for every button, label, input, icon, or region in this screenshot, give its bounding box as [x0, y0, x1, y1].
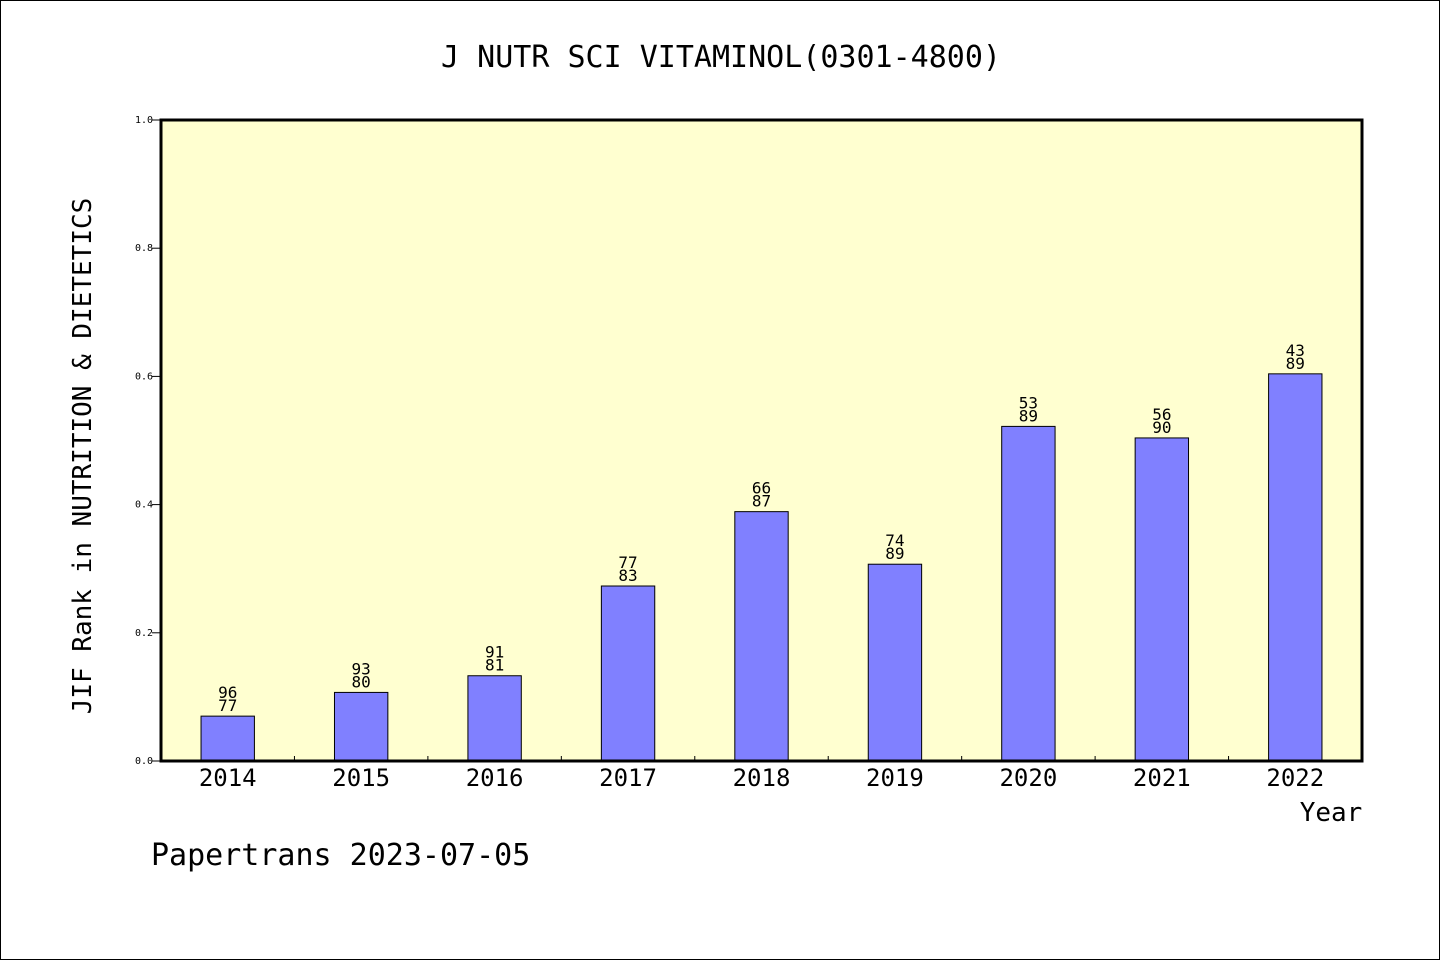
bar-2019 [867, 563, 923, 762]
x-tick-label: 2022 [1266, 764, 1324, 792]
bar-rank-label: 74 [885, 531, 904, 550]
bar-rank-label: 77 [618, 553, 637, 572]
bar-rank-label: 91 [485, 643, 504, 662]
bar-rank-label: 56 [1152, 405, 1171, 424]
bar-2020 [1001, 425, 1056, 762]
bar-2018 [734, 511, 789, 762]
plot-border [159, 118, 1364, 763]
y-axis-label: JIF Rank in NUTRITION & DIETETICS [68, 198, 98, 715]
bar-total-label: 89 [1286, 354, 1305, 373]
y-tick-label: 0.8 [135, 243, 153, 254]
bar-rank-label: 53 [1019, 393, 1038, 412]
bar-total-label: 80 [352, 672, 371, 691]
x-axis-label: Year [1300, 798, 1363, 828]
y-tick-label: 0.0 [135, 756, 153, 767]
y-tick-label: 0.2 [135, 628, 153, 639]
chart-title: J NUTR SCI VITAMINOL(0301-4800) [441, 40, 1001, 75]
x-tick-label: 2019 [866, 764, 924, 792]
x-tick-label: 2016 [466, 764, 524, 792]
bar-2017 [600, 585, 656, 762]
bar-rank-label: 43 [1286, 341, 1305, 360]
bar-total-label: 87 [752, 492, 771, 511]
footer-credit: Papertrans 2023-07-05 [151, 838, 530, 873]
bar-2014 [200, 715, 255, 762]
bar-2021 [1134, 437, 1190, 762]
bar-2016 [467, 675, 522, 762]
bar-rank-label: 96 [218, 683, 237, 702]
y-tick-label: 0.4 [135, 500, 153, 511]
bar-total-label: 89 [885, 544, 904, 563]
bar-2015 [333, 691, 389, 762]
x-tick-label: 2017 [599, 764, 657, 792]
x-tick-label: 2014 [199, 764, 257, 792]
x-tick-label: 2020 [999, 764, 1057, 792]
bar-total-label: 90 [1152, 418, 1171, 437]
x-tick-label: 2021 [1133, 764, 1191, 792]
y-tick-label: 0.6 [135, 371, 153, 382]
bar-total-label: 77 [218, 696, 237, 715]
x-axis-ticks: 2014 2015 2016 2017 2018 2019 2020 2021 2022 [199, 756, 1324, 792]
bar-total-label: 89 [1019, 406, 1038, 425]
x-tick-label: 2015 [332, 764, 390, 792]
y-axis-ticks: 0.0 0.2 0.4 0.6 0.8 1.0 [135, 115, 161, 767]
bar-rank-label: 93 [352, 659, 371, 678]
bar-2022 [1268, 373, 1323, 762]
bar-rank-label: 66 [752, 479, 771, 498]
x-tick-label: 2018 [733, 764, 791, 792]
bar-total-label: 81 [485, 656, 504, 675]
y-tick-label: 1.0 [135, 115, 153, 126]
bar-total-label: 83 [618, 566, 637, 585]
